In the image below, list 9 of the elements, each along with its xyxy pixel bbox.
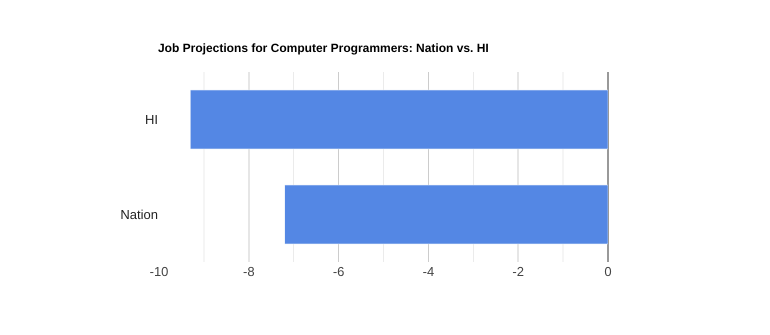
x-tick-label: -2 (512, 264, 524, 279)
x-tick-label: -4 (422, 264, 434, 279)
chart-title: Job Projections for Computer Programmers: Nation vs. HI (158, 41, 489, 56)
x-tick-label: -8 (243, 264, 255, 279)
y-tick-label: Nation (120, 207, 158, 222)
x-tick-label: -6 (332, 264, 344, 279)
x-tick-label: -10 (150, 264, 168, 279)
x-tick-label: 0 (604, 264, 612, 279)
y-tick-label: HI (145, 112, 158, 128)
